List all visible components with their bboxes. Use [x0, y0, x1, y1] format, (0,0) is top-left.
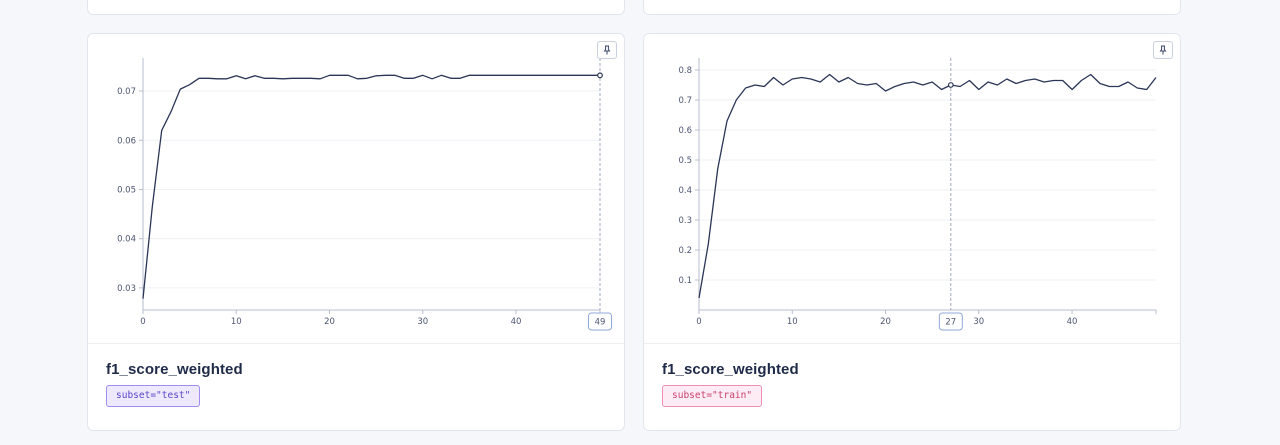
x-tick-label: 20	[880, 317, 891, 327]
subset-tag[interactable]: subset="test"	[106, 385, 201, 407]
pin-button[interactable]	[597, 41, 617, 59]
hover-x-badge	[588, 312, 612, 331]
card-divider	[644, 343, 1180, 344]
y-tick-label: 0.8	[678, 66, 692, 76]
x-tick-label: 40	[511, 317, 522, 327]
y-tick-label: 0.05	[117, 185, 136, 195]
series-line	[142, 74, 600, 299]
y-tick-label: 0.04	[117, 235, 136, 245]
y-tick-label: 0.1	[678, 276, 692, 286]
pin-icon	[1159, 45, 1167, 55]
x-tick-label: 20	[324, 317, 335, 327]
metric-title: f1_score_weighted	[662, 361, 799, 378]
y-tick-label: 0.06	[117, 136, 136, 146]
y-tick-label: 0.6	[678, 126, 692, 136]
x-tick-label: 40	[1067, 317, 1078, 327]
x-tick-label: 10	[231, 317, 242, 327]
y-tick-label: 0.2	[678, 246, 692, 256]
y-tick-label: 0.07	[117, 87, 136, 97]
y-tick-label: 0.4	[678, 186, 692, 196]
metric-card-test: 0.03 0.04 0.05 0.06 0.07 0 10 20 30 40 49 f1_score…	[87, 33, 625, 431]
x-tick-label: 0	[696, 317, 701, 327]
y-tick-label: 0.03	[117, 284, 136, 294]
y-tick-label: 0.7	[678, 96, 692, 106]
x-tick-label: 30	[417, 317, 428, 327]
previous-card-right	[643, 0, 1181, 15]
x-tick-label: 0	[140, 317, 145, 327]
hover-x-label: 27	[945, 318, 956, 328]
pin-button[interactable]	[1153, 41, 1173, 59]
line-chart[interactable]: 0.03 0.04 0.05 0.06 0.07 0 10 20 30 40 49	[88, 34, 624, 343]
x-tick-label: 30	[973, 317, 984, 327]
line-chart[interactable]: 0.1 0.2 0.3 0.4 0.5 0.6 0.7 0.8 0 10 20 30 40 27	[644, 34, 1180, 343]
pin-icon	[603, 45, 611, 55]
subset-tag[interactable]: subset="train"	[662, 385, 763, 407]
y-tick-label: 0.5	[678, 156, 692, 166]
hover-x-label: 49	[595, 318, 606, 328]
previous-card-left	[87, 0, 625, 15]
metric-card-train: 0.1 0.2 0.3 0.4 0.5 0.6 0.7 0.8 0 10 20 30 40 27 f1_s…	[643, 33, 1181, 431]
x-tick-label: 10	[787, 317, 798, 327]
hover-point	[947, 82, 954, 88]
y-tick-label: 0.3	[678, 216, 692, 226]
series-line	[698, 73, 1157, 299]
card-divider	[88, 343, 624, 344]
hover-x-badge	[938, 312, 963, 331]
hover-point	[597, 72, 603, 79]
metric-title: f1_score_weighted	[106, 361, 243, 378]
